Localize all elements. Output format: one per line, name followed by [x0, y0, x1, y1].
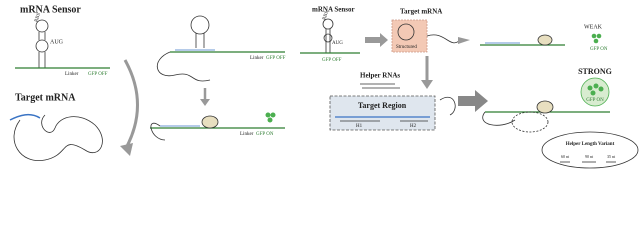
variant-length: 60 nt	[561, 154, 570, 159]
variant-length: 35 nt	[607, 154, 616, 159]
target-region: Target Region	[358, 101, 407, 110]
linker-label: Linker	[65, 72, 79, 77]
middle-panel	[150, 15, 285, 141]
sensor-title: mRNA Sensor	[312, 6, 355, 14]
strong-label: STRONG	[578, 67, 612, 76]
linker-label: Linker	[240, 132, 254, 137]
h1-label: H1	[356, 124, 363, 129]
linker-label: Linker	[250, 56, 264, 61]
left-panel	[9, 19, 139, 162]
h2-label: H2	[410, 124, 417, 129]
sensor-title: mRNA Sensor	[20, 4, 81, 15]
gfp-state: GFP ON	[590, 47, 608, 52]
variant-title: Helper Length Variant	[566, 142, 615, 147]
target-title: Target mRNA	[400, 8, 442, 16]
target-title: Target mRNA	[15, 92, 76, 103]
aug-label: AUG	[332, 41, 343, 46]
structured-label: Structured	[396, 45, 417, 50]
gfp-state: GFP OFF	[266, 56, 286, 61]
aug-label: AUG	[50, 39, 64, 45]
diagram: mRNA Sensor RBS AUG Linker GFP OFF Targe…	[9, 4, 639, 169]
rbs-label: RBS	[322, 10, 330, 21]
variant-length: 90 nt	[585, 154, 594, 159]
helper-title: Helper RNAs	[360, 72, 400, 80]
gfp-state: GFP ON	[256, 132, 274, 137]
rbs-label: RBS	[34, 12, 42, 23]
weak-label: WEAK	[584, 24, 603, 30]
right-panel	[300, 18, 639, 169]
gfp-state: GFP ON	[586, 98, 604, 103]
gfp-state: GFP OFF	[88, 72, 108, 77]
gfp-state: GFP OFF	[322, 58, 342, 63]
